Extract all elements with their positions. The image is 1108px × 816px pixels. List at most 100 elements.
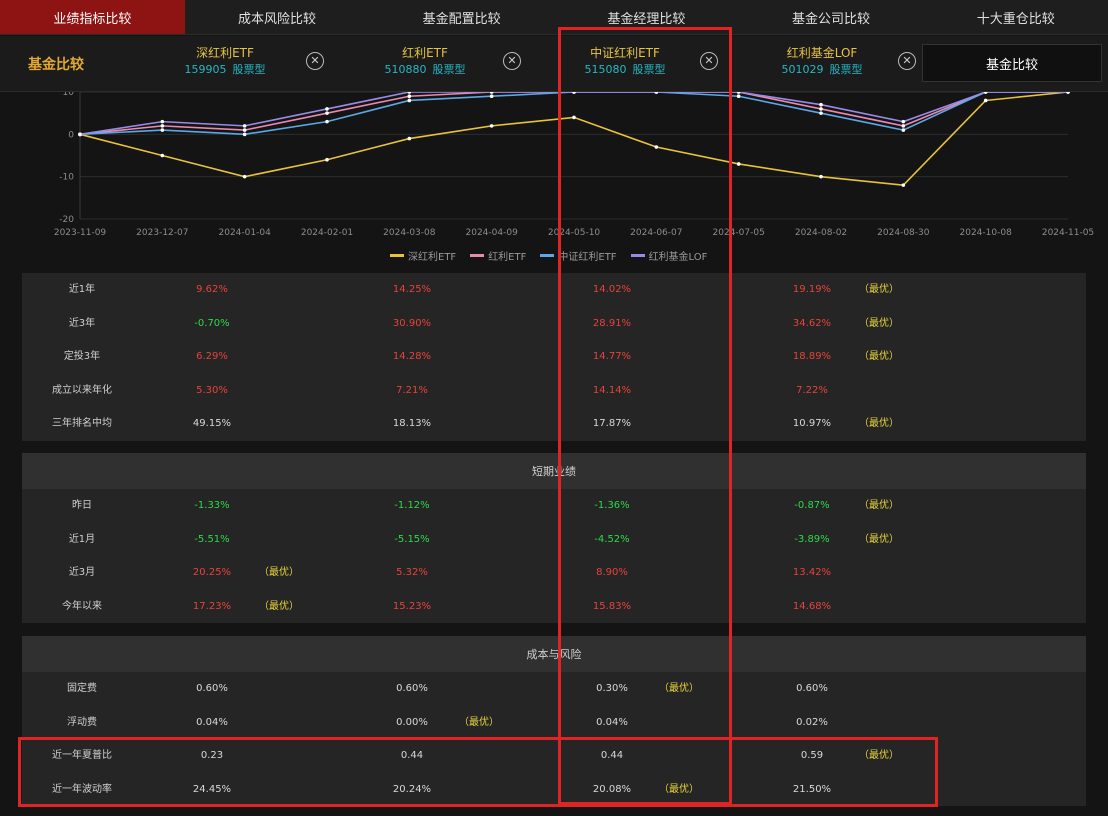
data-point bbox=[819, 111, 823, 115]
data-point bbox=[901, 124, 906, 128]
best-tag: （最优） bbox=[259, 567, 299, 579]
data-point bbox=[819, 102, 823, 107]
close-icon[interactable]: ✕ bbox=[306, 52, 324, 70]
row-label: 三年排名中均 bbox=[52, 418, 112, 430]
cell-value: 9.62% bbox=[196, 284, 228, 295]
fund-name: 中证红利ETF bbox=[590, 46, 660, 60]
x-tick-label: 2024-02-01 bbox=[301, 228, 353, 238]
y-tick-label: 0 bbox=[68, 130, 74, 140]
x-tick-label: 2023-11-09 bbox=[54, 228, 107, 238]
cell-value: 24.45% bbox=[192, 783, 232, 795]
row-label: 近3月 bbox=[68, 567, 96, 579]
legend-swatch bbox=[390, 254, 404, 257]
tab-cost-risk[interactable]: 成本风险比较 bbox=[238, 11, 317, 27]
fund-item-4[interactable]: 红利基金LOF 501029 股票型 bbox=[737, 44, 907, 78]
data-point bbox=[489, 124, 494, 128]
cell-value: 0.23 bbox=[200, 750, 224, 762]
short-term-table: 昨日 -1.33% -1.12% -1.36% -0.87% （最优） 近1月 -5.51% -… bbox=[22, 489, 1086, 623]
cell-value: 13.42% bbox=[792, 567, 832, 579]
table-row: 浮动费 0.04% 0.00% （最优） 0.04% 0.02% bbox=[22, 706, 1086, 740]
fund-compare-label: 基金比较 bbox=[28, 57, 84, 73]
best-tag: （最优） bbox=[859, 317, 899, 329]
series-line bbox=[79, 92, 1068, 136]
x-tick-label: 2024-05-10 bbox=[548, 228, 601, 238]
data-point bbox=[242, 124, 247, 128]
cell-value: -1.12% bbox=[394, 500, 430, 511]
cell-value: 17.87% bbox=[592, 418, 632, 430]
row-label: 成立以来年化 bbox=[52, 384, 112, 396]
fund-compare-button[interactable]: 基金比较 bbox=[922, 44, 1102, 82]
x-tick-label: 2024-01-04 bbox=[219, 228, 272, 238]
table-row: 近1年 9.62% 14.25% 14.02% 19.19% （最优） bbox=[22, 273, 1086, 307]
data-point bbox=[1066, 92, 1070, 94]
cell-value: 0.60% bbox=[196, 683, 228, 694]
y-tick-label: -20 bbox=[59, 215, 74, 225]
data-point bbox=[819, 107, 823, 111]
cell-value: 0.02% bbox=[796, 716, 828, 728]
data-point bbox=[325, 119, 329, 124]
table-row: 近1月 -5.51% -5.15% -4.52% -3.89% （最优） bbox=[22, 523, 1086, 557]
best-tag: （最优） bbox=[259, 600, 299, 612]
data-point bbox=[325, 157, 329, 162]
legend-item[interactable]: 红利基金LOF bbox=[630, 248, 707, 263]
data-point bbox=[819, 174, 823, 179]
fund-item-2[interactable]: 红利ETF 510880 股票型 bbox=[340, 44, 510, 78]
best-tag: （最优） bbox=[859, 750, 899, 762]
best-tag: （最优） bbox=[859, 533, 899, 545]
cell-value: -4.52% bbox=[594, 533, 630, 545]
table-row: 今年以来 17.23% （最优） 15.23% 15.83% 14.68% bbox=[22, 590, 1086, 624]
cell-value: 6.29% bbox=[196, 351, 228, 363]
data-point bbox=[407, 92, 412, 94]
cell-value: -0.70% bbox=[194, 317, 230, 329]
cell-value: 19.19% bbox=[792, 284, 832, 295]
cell-value: -5.51% bbox=[194, 533, 230, 545]
table-row: 近一年波动率 24.45% 20.24% 20.08% （最优） 21.50% bbox=[22, 773, 1086, 807]
cell-value: 0.60% bbox=[396, 683, 428, 694]
cell-value: 21.50% bbox=[792, 783, 832, 795]
series-line bbox=[79, 92, 1068, 136]
table-row: 成立以来年化 5.30% 7.21% 14.14% 7.22% bbox=[22, 374, 1086, 408]
legend-item[interactable]: 中证红利ETF bbox=[540, 248, 617, 263]
tab-performance[interactable]: 业绩指标比较 bbox=[0, 0, 185, 34]
cell-value: 10.97% bbox=[792, 418, 832, 430]
tab-company[interactable]: 基金公司比较 bbox=[792, 11, 871, 27]
fund-item-1[interactable]: 深红利ETF 159905 股票型 bbox=[140, 44, 310, 78]
fund-code: 510880 股票型 bbox=[384, 63, 466, 76]
data-point bbox=[160, 153, 165, 158]
data-point bbox=[654, 92, 659, 94]
chart-legend: 深红利ETF 红利ETF 中证红利ETF 红利基金LOF bbox=[390, 248, 707, 263]
cell-value: 20.08% bbox=[592, 783, 632, 795]
cell-value: 0.44 bbox=[600, 750, 624, 762]
data-point bbox=[489, 94, 494, 99]
tab-allocation[interactable]: 基金配置比较 bbox=[422, 11, 501, 27]
cell-value: 34.62% bbox=[792, 317, 832, 329]
fund-name: 红利基金LOF bbox=[786, 46, 858, 60]
cell-value: 5.30% bbox=[196, 384, 228, 396]
x-tick-label: 2024-03-08 bbox=[383, 228, 436, 238]
x-tick-label: 2024-07-05 bbox=[713, 228, 765, 238]
cell-value: 18.89% bbox=[792, 351, 832, 363]
fund-item-3[interactable]: 中证红利ETF 515080 股票型 bbox=[540, 44, 710, 78]
row-label: 近一年夏普比 bbox=[52, 750, 112, 762]
table-row: 定投3年 6.29% 14.28% 14.77% 18.89% （最优） bbox=[22, 340, 1086, 374]
legend-item[interactable]: 红利ETF bbox=[470, 248, 526, 263]
data-point bbox=[242, 128, 247, 132]
row-label: 固定费 bbox=[67, 683, 97, 694]
table-row: 近一年夏普比 0.23 0.44 0.44 0.59 （最优） bbox=[22, 739, 1086, 773]
tab-manager[interactable]: 基金经理比较 bbox=[607, 11, 686, 27]
row-label: 今年以来 bbox=[62, 600, 102, 612]
x-tick-label: 2024-10-08 bbox=[960, 228, 1013, 238]
cell-value: -0.87% bbox=[794, 500, 830, 511]
data-point bbox=[78, 132, 82, 137]
cell-value: 7.21% bbox=[396, 384, 428, 396]
table-row: 三年排名中均 49.15% 18.13% 17.87% 10.97% （最优） bbox=[22, 407, 1086, 441]
cell-value: 14.25% bbox=[392, 284, 432, 295]
row-label: 近1月 bbox=[68, 533, 96, 545]
close-icon[interactable]: ✕ bbox=[898, 52, 916, 70]
data-point bbox=[407, 94, 412, 99]
close-icon[interactable]: ✕ bbox=[700, 52, 718, 70]
close-icon[interactable]: ✕ bbox=[503, 52, 521, 70]
legend-item[interactable]: 深红利ETF bbox=[390, 248, 456, 263]
tab-top-holdings[interactable]: 十大重仓比较 bbox=[976, 11, 1055, 27]
best-tag: （最优） bbox=[859, 284, 899, 295]
